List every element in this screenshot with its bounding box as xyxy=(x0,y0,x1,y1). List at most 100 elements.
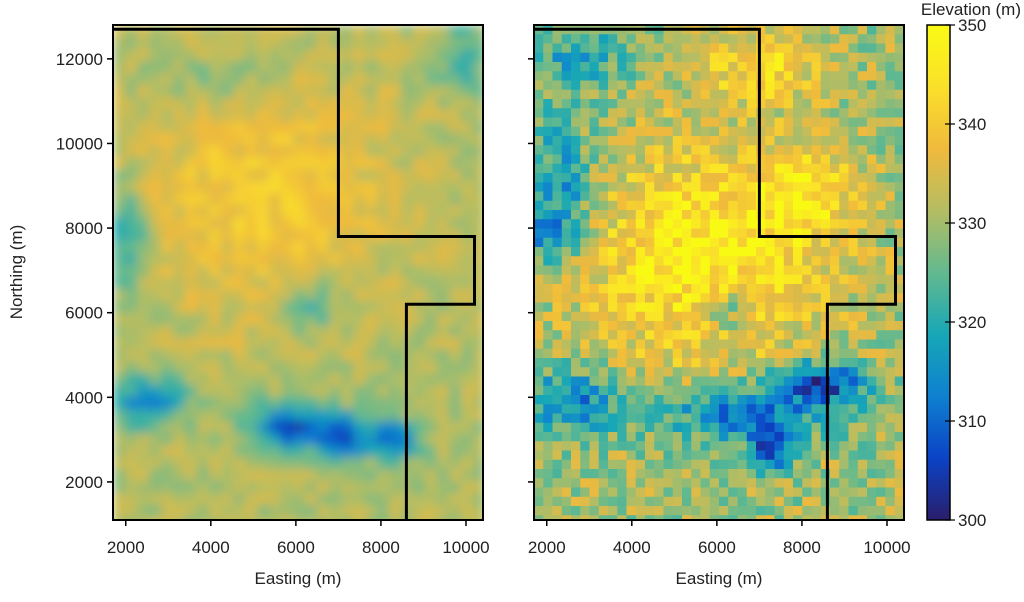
right-heatmap-cell xyxy=(654,450,665,461)
left-heatmap-cell xyxy=(137,289,150,302)
right-heatmap-cell xyxy=(580,89,591,100)
left-heatmap-cell xyxy=(461,409,474,422)
right-heatmap-cell xyxy=(848,265,859,276)
right-heatmap-cell xyxy=(820,108,831,119)
left-heatmap-cell xyxy=(365,409,378,422)
right-heatmap-cell xyxy=(691,136,702,146)
left-heatmap-cell xyxy=(209,397,222,410)
left-heatmap-cell xyxy=(353,241,366,254)
left-heatmap-cell xyxy=(461,505,474,518)
right-heatmap-cell xyxy=(830,302,840,313)
right-heatmap-cell xyxy=(589,450,600,461)
left-heatmap-cell xyxy=(293,421,306,434)
left-heatmap-cell xyxy=(365,469,378,482)
right-heatmap-cell xyxy=(654,459,665,470)
left-heatmap-cell xyxy=(113,349,126,362)
right-heatmap-cell xyxy=(645,108,655,119)
left-heatmap-cell xyxy=(161,433,174,446)
right-heatmap-cell xyxy=(811,191,822,202)
left-heatmap-cell xyxy=(233,61,246,74)
right-heatmap-cell xyxy=(682,274,692,285)
right-heatmap-cell xyxy=(682,367,692,378)
right-heatmap-cell xyxy=(543,311,554,322)
right-heatmap-cell xyxy=(534,89,544,100)
left-heatmap-cell xyxy=(449,61,462,74)
right-heatmap-cell xyxy=(598,348,609,359)
left-heatmap-cell xyxy=(413,325,426,338)
left-heatmap-cell xyxy=(305,217,318,230)
left-heatmap-cell xyxy=(281,229,294,242)
right-heatmap-cell xyxy=(765,89,776,100)
left-heatmap-cell xyxy=(377,121,390,134)
right-heatmap-cell xyxy=(728,117,739,128)
left-heatmap-cell xyxy=(173,481,186,494)
right-heatmap-cell xyxy=(765,422,776,433)
left-heatmap-cell xyxy=(353,385,366,398)
right-heatmap-cell xyxy=(765,62,776,72)
right-heatmap-cell xyxy=(534,478,544,489)
right-heatmap-cell xyxy=(672,173,683,183)
right-heatmap-cell xyxy=(867,376,877,387)
right-heatmap-cell xyxy=(682,506,692,516)
left-heatmap-cell xyxy=(257,181,270,194)
right-heatmap-cell xyxy=(663,274,674,285)
left-heatmap-cell xyxy=(473,289,483,302)
left-heatmap-cell xyxy=(185,505,198,518)
right-heatmap-cell xyxy=(552,52,563,63)
right-heatmap-cell xyxy=(682,34,692,45)
right-heatmap-cell xyxy=(691,348,702,359)
left-heatmap-cell xyxy=(185,337,198,350)
right-heatmap-cell xyxy=(691,274,702,285)
left-heatmap-cell xyxy=(389,433,402,446)
right-heatmap-cell xyxy=(709,145,720,156)
left-heatmap-cell xyxy=(245,253,258,266)
right-heatmap-cell xyxy=(719,358,729,368)
left-heatmap-cell xyxy=(473,181,483,194)
right-heatmap-cell xyxy=(783,256,794,267)
left-heatmap-cell xyxy=(365,217,378,230)
right-heatmap-cell xyxy=(793,413,803,424)
left-heatmap-cell xyxy=(341,85,354,98)
left-heatmap-cell xyxy=(281,37,294,50)
left-heatmap-cell xyxy=(305,325,318,338)
left-heatmap-cell xyxy=(413,205,426,218)
right-heatmap-cell xyxy=(783,413,794,424)
left-heatmap-cell xyxy=(305,241,318,254)
right-heatmap-cell xyxy=(746,210,757,220)
right-heatmap-cell xyxy=(876,117,887,128)
right-heatmap-cell xyxy=(894,432,904,442)
left-heatmap-cell xyxy=(473,469,483,482)
right-heatmap-cell xyxy=(746,247,757,257)
right-y-axis xyxy=(528,58,534,483)
right-heatmap-cell xyxy=(626,459,637,470)
right-heatmap-cell xyxy=(867,459,877,470)
left-heatmap-cell xyxy=(137,301,150,314)
left-heatmap-cell xyxy=(377,361,390,374)
left-heatmap-cell xyxy=(137,61,150,74)
right-heatmap-cell xyxy=(719,108,729,119)
right-heatmap-cell xyxy=(534,515,544,520)
left-y-tick-label: 2000 xyxy=(65,473,103,492)
right-heatmap-cell xyxy=(756,422,766,433)
left-heatmap-cell xyxy=(425,373,438,386)
right-heatmap-cell xyxy=(830,145,840,156)
left-heatmap-cell xyxy=(137,241,150,254)
left-heatmap-cell xyxy=(233,337,246,350)
right-heatmap-cell xyxy=(608,154,618,165)
left-heatmap-cell xyxy=(173,241,186,254)
right-heatmap-cell xyxy=(793,89,803,100)
left-heatmap-cell xyxy=(245,469,258,482)
right-heatmap-cell xyxy=(663,126,674,137)
right-heatmap-cell xyxy=(830,99,840,109)
left-heatmap-cell xyxy=(413,517,426,520)
right-heatmap-cell xyxy=(839,117,850,128)
right-heatmap-cell xyxy=(543,145,554,156)
left-heatmap-cell xyxy=(425,157,438,170)
left-heatmap-cell xyxy=(425,181,438,194)
left-heatmap-cell xyxy=(257,229,270,242)
left-heatmap-cell xyxy=(233,49,246,62)
right-heatmap-cell xyxy=(746,173,757,183)
right-heatmap-cell xyxy=(552,247,563,257)
left-heatmap-cell xyxy=(425,517,438,520)
right-heatmap-cell xyxy=(691,145,702,156)
